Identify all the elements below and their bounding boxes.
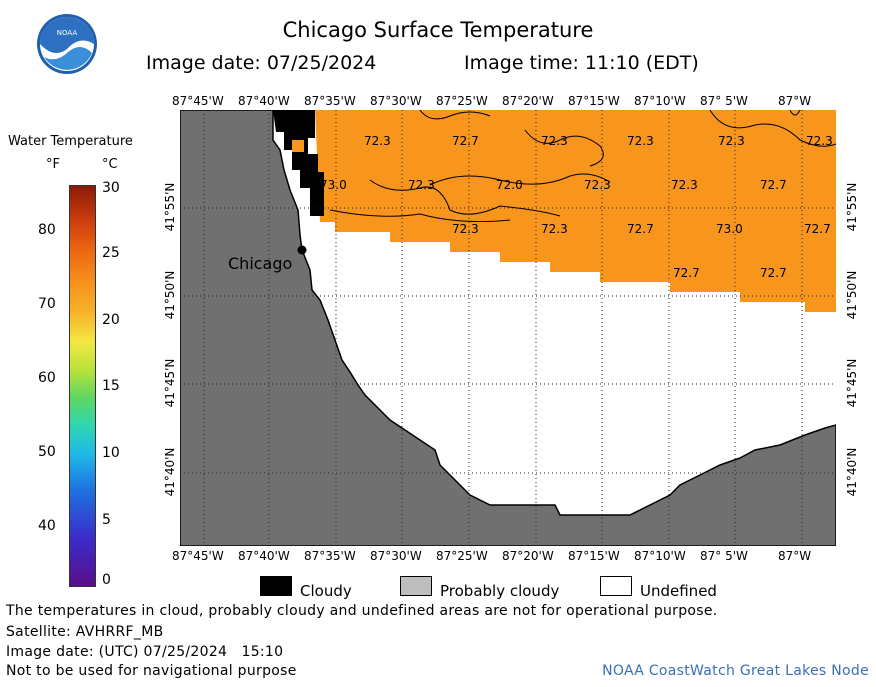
lon-label-bottom: 87°35'W <box>304 549 356 563</box>
temperature-label: 72.3 <box>718 134 745 148</box>
land-area <box>180 110 836 546</box>
temperature-label: 72.3 <box>452 222 479 236</box>
warm-water-patch <box>292 140 304 152</box>
lon-label-bottom: 87°20'W <box>502 549 554 563</box>
c-tick: 20 <box>102 312 120 328</box>
lat-label-left: 41°50'N <box>163 270 177 320</box>
lon-label-top: 87°45'W <box>172 94 224 108</box>
lon-label-bottom: 87°45'W <box>172 549 224 563</box>
colorbar-c-unit: °C <box>102 157 118 172</box>
image-date: Image date: 07/25/2024 <box>146 52 377 74</box>
temperature-label: 72.3 <box>671 178 698 192</box>
utc-date: Image date: (UTC) 07/25/2024 15:10 <box>6 644 284 660</box>
lat-label-left: 41°45'N <box>163 358 177 408</box>
cloudy-swatch <box>260 576 292 596</box>
lon-label-bottom: 87°30'W <box>370 549 422 563</box>
lon-label-bottom: 87°40'W <box>238 549 290 563</box>
temperature-label: 72.7 <box>760 266 787 280</box>
temperature-label: 72.3 <box>364 134 391 148</box>
page-title: Chicago Surface Temperature <box>282 18 594 42</box>
map <box>180 110 836 546</box>
undefined-label: Undefined <box>640 582 717 600</box>
lat-label-right: 41°50'N <box>845 270 859 320</box>
lon-label-top: 87°20'W <box>502 94 554 108</box>
temperature-label: 72.3 <box>806 134 833 148</box>
lon-label-top: 87°40'W <box>238 94 290 108</box>
lon-label-top: 87°25'W <box>436 94 488 108</box>
probably-cloudy-label: Probably cloudy <box>440 582 560 600</box>
lon-label-top: 87°W <box>778 94 812 108</box>
probably-cloudy-swatch <box>400 576 432 596</box>
lon-label-top: 87°30'W <box>370 94 422 108</box>
temperature-label: 72.7 <box>627 222 654 236</box>
image-time: Image time: 11:10 (EDT) <box>464 52 699 74</box>
lat-label-left: 41°55'N <box>163 182 177 232</box>
c-tick: 5 <box>102 512 111 528</box>
temperature-label: 72.3 <box>584 178 611 192</box>
temperature-label: 73.0 <box>320 178 347 192</box>
f-tick: 60 <box>38 370 56 386</box>
warm-water-area <box>315 110 836 312</box>
satellite-info: Satellite: AVHRRF_MB <box>6 624 164 640</box>
lon-label-top: 87° 5'W <box>700 94 748 108</box>
temperature-label: 72.3 <box>541 222 568 236</box>
f-tick: 70 <box>38 296 56 312</box>
navigation-note: Not to be used for navigational purpose <box>6 663 297 679</box>
colorbar <box>69 185 96 587</box>
lon-label-bottom: 87°15'W <box>568 549 620 563</box>
graticule <box>180 110 836 546</box>
lon-label-top: 87°10'W <box>634 94 686 108</box>
lat-label-right: 41°45'N <box>845 358 859 408</box>
lon-label-bottom: 87°W <box>778 549 812 563</box>
lon-label-top: 87°15'W <box>568 94 620 108</box>
lat-label-right: 41°55'N <box>845 182 859 232</box>
lon-label-top: 87°35'W <box>304 94 356 108</box>
city-label: Chicago <box>228 254 293 273</box>
colorbar-f-unit: °F <box>46 157 60 172</box>
c-tick: 0 <box>102 572 111 588</box>
noaa-logo: NOAA <box>37 14 97 74</box>
f-tick: 40 <box>38 518 56 534</box>
disclaimer-note: The temperatures in cloud, probably clou… <box>6 603 718 619</box>
temperature-label: 72.0 <box>496 178 523 192</box>
credit-link[interactable]: NOAA CoastWatch Great Lakes Node <box>602 663 869 679</box>
lat-label-left: 41°40'N <box>163 447 177 497</box>
c-tick: 30 <box>102 180 120 196</box>
isotherms <box>329 110 836 223</box>
chicago-marker <box>297 245 307 255</box>
temperature-label: 72.3 <box>408 178 435 192</box>
temperature-label: 72.3 <box>627 134 654 148</box>
logo-text: NOAA <box>57 29 78 37</box>
lon-label-bottom: 87° 5'W <box>700 549 748 563</box>
c-tick: 15 <box>102 378 120 394</box>
temperature-label: 72.7 <box>760 178 787 192</box>
temperature-label: 72.7 <box>452 134 479 148</box>
c-tick: 10 <box>102 445 120 461</box>
lon-label-bottom: 87°10'W <box>634 549 686 563</box>
temperature-label: 73.0 <box>716 222 743 236</box>
temperature-label: 72.3 <box>541 134 568 148</box>
temperature-label: 72.7 <box>673 266 700 280</box>
colorbar-title: Water Temperature <box>8 134 133 149</box>
lat-label-right: 41°40'N <box>845 447 859 497</box>
c-tick: 25 <box>102 245 120 261</box>
f-tick: 50 <box>38 444 56 460</box>
f-tick: 80 <box>38 222 56 238</box>
cloud-area <box>273 110 324 216</box>
temperature-label: 72.7 <box>804 222 831 236</box>
undefined-swatch <box>600 576 632 596</box>
cloudy-label: Cloudy <box>300 582 352 600</box>
lon-label-bottom: 87°25'W <box>436 549 488 563</box>
